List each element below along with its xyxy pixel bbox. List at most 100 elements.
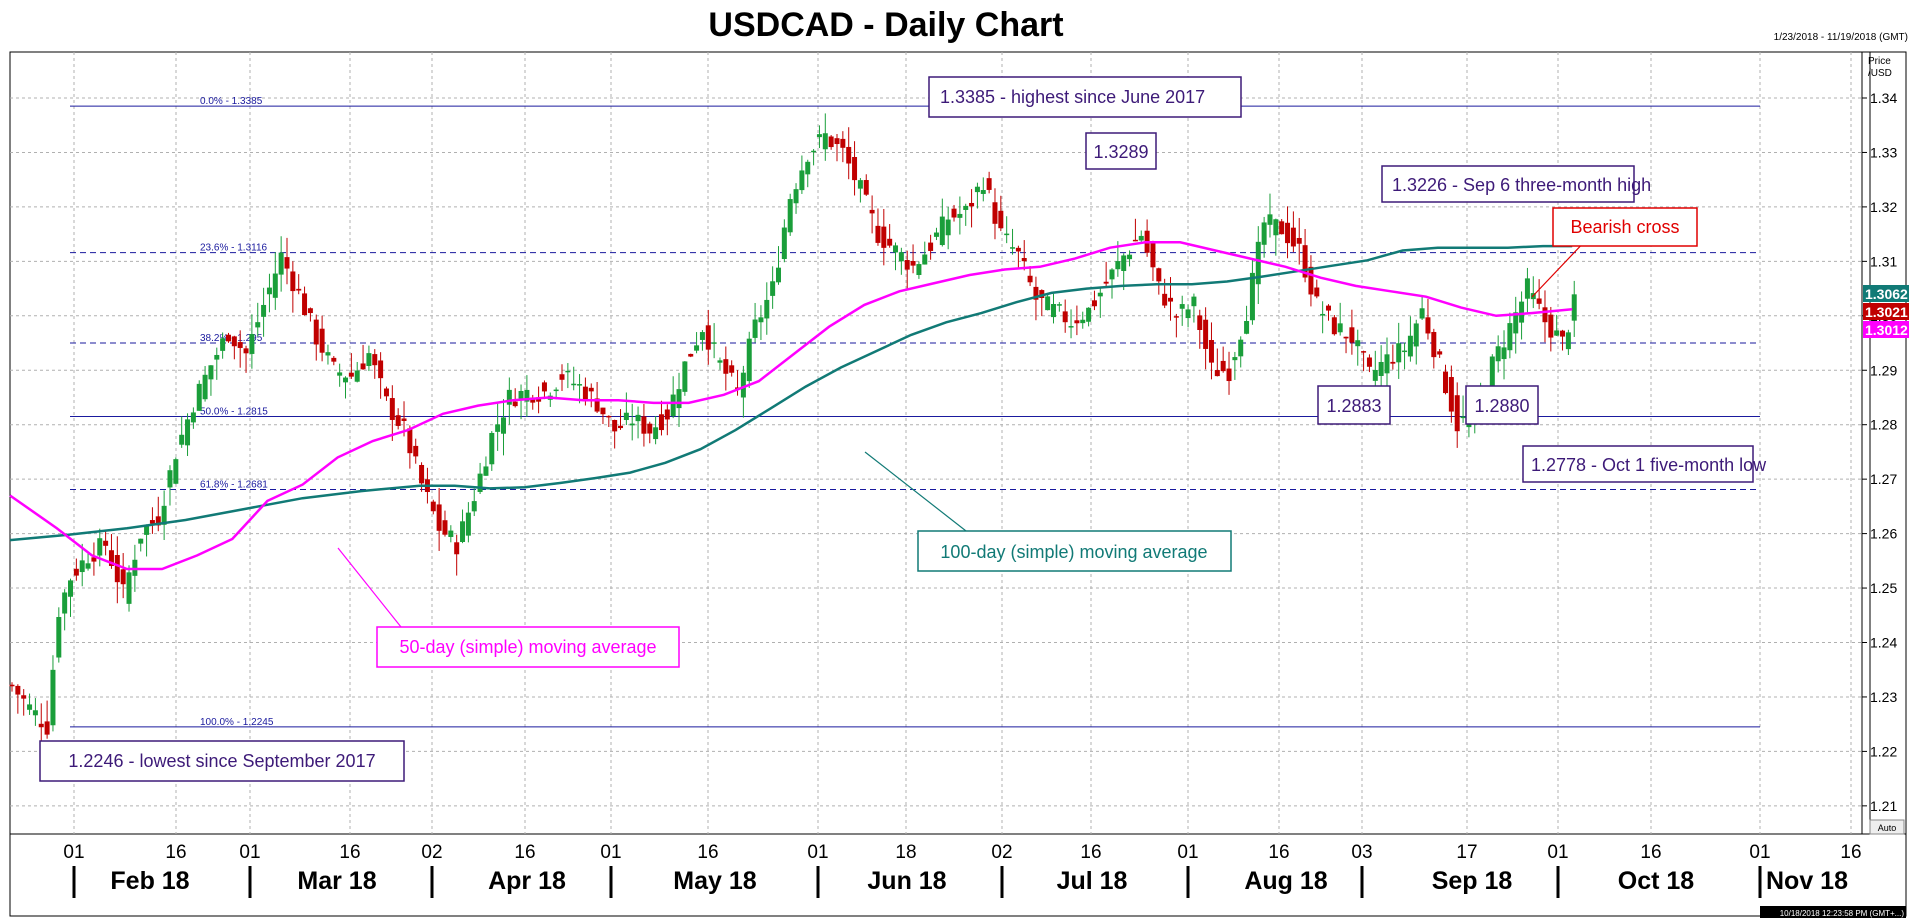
candle-body-bull — [1191, 296, 1197, 307]
month-label: Aug 18 — [1244, 867, 1327, 895]
price-tick-label: 1.26 — [1870, 526, 1897, 542]
candle-body-bull — [1255, 241, 1261, 285]
candle-body-bull — [27, 704, 33, 710]
candle-body-bear — [360, 363, 366, 370]
candle-body-bull — [1127, 254, 1133, 260]
candle-body-bear — [149, 520, 155, 524]
candle-body-bear — [44, 721, 50, 735]
candle-body-bull — [167, 470, 173, 488]
candle-body-bear — [9, 684, 15, 687]
candle-body-bull — [62, 592, 68, 614]
auto-scale-button[interactable] — [1869, 819, 1905, 835]
candle-body-bear — [600, 407, 606, 415]
candle-body-bear — [723, 359, 729, 374]
annotation-1-3289: 1.3289 — [1085, 132, 1157, 170]
candle-body-bull — [68, 580, 74, 597]
price-tags: 1.3062 1.3021 1.3012 — [1863, 285, 1909, 338]
candle-body-bull — [126, 572, 132, 604]
candle-body-bear — [243, 348, 249, 354]
candle-body-bull — [1372, 369, 1378, 381]
candle-body-bear — [1021, 258, 1027, 262]
candle-body-bull — [553, 389, 559, 392]
candle-body-bull — [448, 530, 454, 537]
candle-body-bull — [161, 505, 167, 525]
candle-body-bear — [1431, 331, 1437, 358]
candle-body-bear — [401, 418, 407, 421]
candle-body-bull — [1050, 304, 1056, 318]
candle-body-bear — [1361, 351, 1367, 353]
annotation-sep-high: 1.3226 - Sep 6 three-month high — [1381, 165, 1651, 203]
candle-body-bull — [933, 232, 939, 237]
date-tick-label: 16 — [339, 842, 360, 863]
price-tick-label: 1.32 — [1870, 199, 1897, 215]
candle-body-bear — [1454, 395, 1460, 432]
candle-body-bull — [676, 389, 682, 409]
candle-body-bear — [290, 271, 296, 292]
candle-body-bear — [1027, 275, 1033, 283]
candle-body-bear — [73, 568, 79, 576]
candle-body-bull — [770, 281, 776, 296]
candle-body-bull — [699, 332, 705, 340]
candle-body-bear — [413, 445, 419, 457]
candle-body-bear — [705, 325, 711, 350]
candle-body-bull — [939, 216, 945, 246]
candle-body-bull — [799, 170, 805, 191]
candle-body-bull — [220, 338, 226, 351]
candle-body-bull — [816, 134, 822, 138]
candle-body-bear — [296, 288, 302, 291]
candle-body-bull — [489, 432, 495, 465]
candle-body-bear — [1302, 245, 1308, 278]
candle-body-bull — [1554, 330, 1560, 336]
candle-body-bear — [454, 542, 460, 555]
candle-body-bull — [1524, 278, 1530, 299]
candle-body-bull — [1115, 261, 1121, 270]
candle-body-bull — [337, 372, 343, 376]
candle-body-bull — [465, 512, 471, 536]
month-label: May 18 — [673, 867, 756, 895]
candle-body-bull — [623, 412, 629, 421]
candle-body-bull — [893, 245, 899, 253]
candle-body-bull — [1489, 356, 1495, 390]
candle-body-bull — [1320, 313, 1326, 316]
annotation-bearish-cross: Bearish cross — [1552, 207, 1698, 247]
candle-body-bear — [729, 365, 735, 373]
annotation-1-2880: 1.2880 — [1465, 385, 1539, 425]
date-tick-label: 01 — [600, 842, 621, 863]
date-tick-label: 17 — [1456, 842, 1477, 863]
candle-body-bull — [1238, 339, 1244, 357]
candle-body-bear — [231, 336, 237, 347]
candle-body-bull — [1513, 312, 1519, 334]
price-tick-label: 1.28 — [1870, 417, 1897, 433]
fib-level-label: 23.6% - 1.3116 — [200, 243, 268, 254]
candle-body-bear — [1091, 300, 1097, 307]
candle-body-bear — [313, 319, 319, 345]
candle-body-bear — [442, 520, 448, 535]
candle-body-bear — [1560, 330, 1566, 337]
candle-body-bull — [922, 254, 928, 265]
candle-body-bear — [1536, 298, 1542, 304]
candle-body-bear — [21, 695, 27, 699]
price-tick-label: 1.25 — [1870, 580, 1897, 596]
candle-body-bull — [711, 342, 717, 344]
price-tag-box — [1863, 285, 1909, 302]
candle-body-bull — [1495, 346, 1501, 362]
candle-body-bull — [1080, 319, 1086, 324]
candle-body-bear — [969, 202, 975, 207]
candle-body-bear — [1015, 247, 1021, 252]
candle-body-bull — [261, 304, 267, 317]
candle-body-bear — [594, 398, 600, 412]
candle-body-bull — [1249, 272, 1255, 321]
candle-body-bull — [758, 317, 764, 323]
price-tag-box — [1863, 321, 1909, 338]
annotation-connectors — [337, 237, 1589, 633]
candle-body-bull — [764, 299, 770, 319]
date-range-label: 1/23/2018 - 11/19/2018 (GMT) — [1774, 32, 1908, 43]
price-tick-label: 1.23 — [1870, 689, 1897, 705]
candle-body-bear — [928, 242, 934, 251]
candle-body-bear — [951, 208, 957, 218]
annotation-1-2883: 1.2883 — [1317, 385, 1391, 425]
date-tick-label: 16 — [1840, 842, 1861, 863]
date-tick-label: 02 — [421, 842, 442, 863]
candle-body-bear — [348, 372, 354, 377]
